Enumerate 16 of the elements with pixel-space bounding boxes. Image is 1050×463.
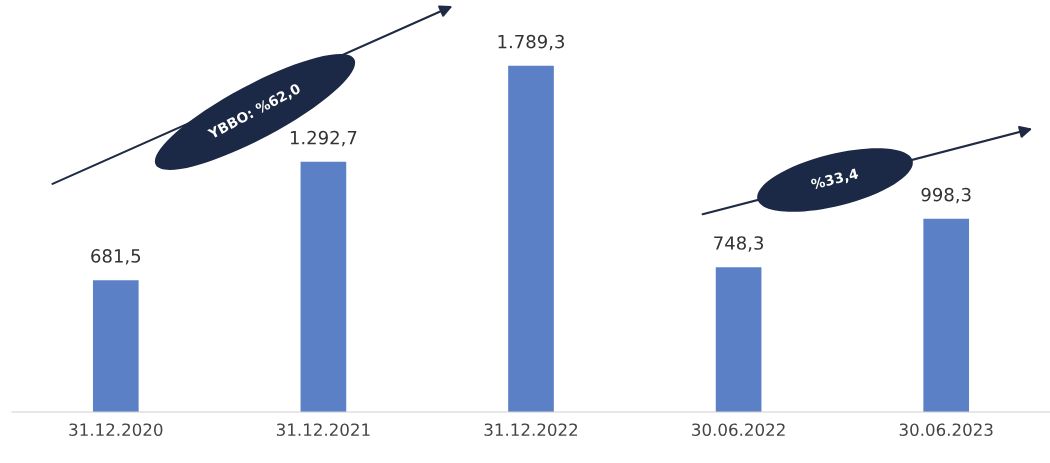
data-label: 748,3 bbox=[714, 236, 763, 252]
data-label: 998,3 bbox=[921, 187, 971, 204]
bar bbox=[715, 267, 762, 412]
data-label: 681,5 bbox=[91, 249, 141, 265]
x-tick-label: 30.06.2023 bbox=[899, 423, 993, 437]
x-tick-label: 31.12.2020 bbox=[69, 423, 163, 437]
bar bbox=[508, 65, 554, 412]
x-tick-label: 31.12.2022 bbox=[484, 423, 578, 437]
bar bbox=[92, 280, 139, 412]
annotation: %33,4 bbox=[810, 168, 860, 192]
bar bbox=[923, 218, 970, 412]
x-tick-label: 30.06.2022 bbox=[692, 423, 785, 437]
data-label: 1.789,3 bbox=[498, 34, 565, 51]
data-label: 1.292,7 bbox=[290, 130, 357, 147]
x-tick-label: 31.12.2021 bbox=[276, 423, 370, 437]
bar bbox=[300, 161, 347, 412]
